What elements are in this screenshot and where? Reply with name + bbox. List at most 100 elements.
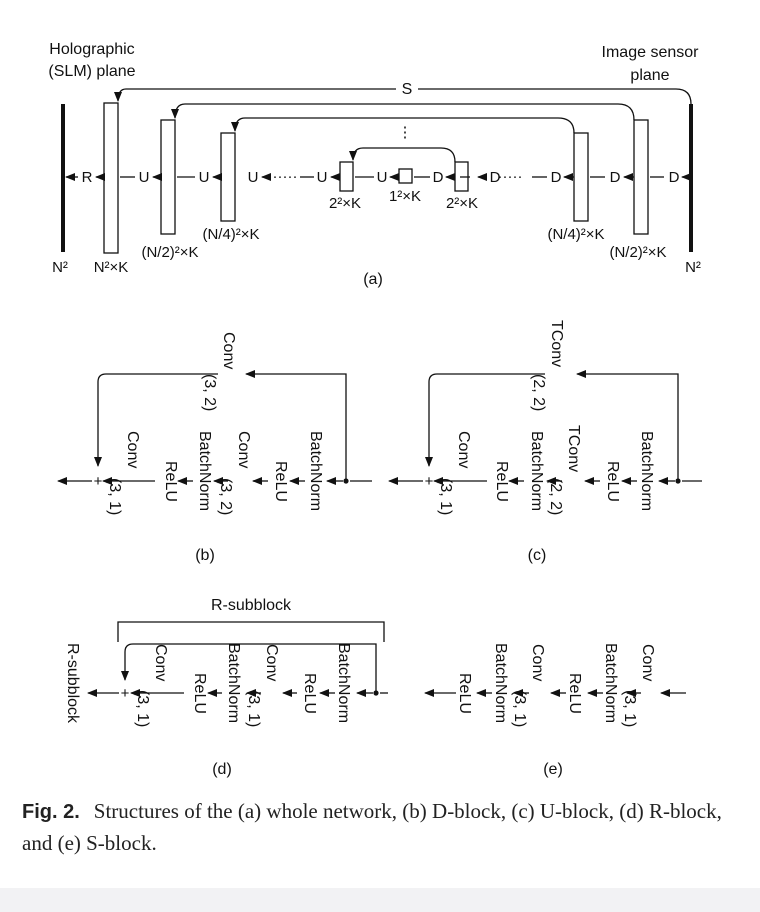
size-block-5: 1²×K (389, 188, 421, 205)
stack-b-5: ReLU (272, 461, 289, 502)
size-block-7: (N/4)²×K (547, 226, 604, 243)
stack-b-6: BatchNorm (307, 431, 324, 511)
letter-u-2: U (199, 169, 210, 186)
stack-c-4b: (2, 2) (547, 478, 564, 515)
skip-path-b-left (94, 373, 218, 467)
bracket-d (117, 621, 385, 642)
size-block-8: (N/2)²×K (609, 244, 666, 261)
letter-d-1: D (433, 169, 444, 186)
block-rect-n4-right (573, 132, 589, 222)
figure-caption-label: Fig. 2. (22, 801, 80, 823)
skip-label-b-2: (3, 2) (201, 374, 218, 411)
size-block-1: N²×K (94, 259, 129, 276)
chain-letters: R U U U U U D D D D D (82, 169, 680, 186)
size-block-4: 2²×K (329, 195, 361, 212)
stack-b-4a: Conv (235, 431, 252, 468)
skip-level-1 (171, 103, 635, 121)
size-block-2: (N/2)²×K (141, 244, 198, 261)
stack-d-1b: (3, 1) (134, 690, 151, 727)
stack-b-2: ReLU (162, 461, 179, 502)
side-label-d: R-subblock (64, 643, 81, 724)
skip-inner (349, 147, 456, 163)
plus-d: + (121, 685, 130, 702)
skip-label-c-1: TConv (548, 320, 565, 367)
slm-plane-label-2: (SLM) plane (48, 63, 135, 80)
stack-c-1a: Conv (455, 431, 472, 468)
letter-r: R (82, 169, 93, 186)
dots-right: ····· (498, 168, 523, 185)
letter-u-1: U (139, 169, 150, 186)
letter-d-2: D (490, 169, 501, 186)
junction-dot-c (675, 478, 681, 484)
skip-path-b-right (245, 370, 347, 481)
stack-d-5: ReLU (301, 673, 318, 714)
stack-e-3b: (3, 1) (511, 690, 528, 727)
stack-c-3: BatchNorm (528, 431, 545, 511)
letter-u-3: U (248, 169, 259, 186)
stack-d-4b: (3, 1) (245, 690, 262, 727)
block-rect-n2 (103, 102, 119, 254)
stack-b-4b: (3, 2) (217, 478, 234, 515)
stack-b-1b: (3, 1) (106, 478, 123, 515)
plus-c: + (425, 473, 434, 490)
panel-c: TConv (2, 2) + Conv (3, 1) ReLU BatchNor… (388, 320, 702, 564)
block-rect-n2-half (160, 119, 176, 235)
stack-c-4a: TConv (565, 425, 582, 472)
figure-caption-text: Structures of the (a) whole network, (b)… (22, 799, 722, 855)
panel-a: Holographic (SLM) plane Image sensor pla… (48, 41, 700, 288)
stack-e-5: BatchNorm (602, 643, 619, 723)
size-block-6: 2²×K (446, 195, 478, 212)
skip-s-right (418, 88, 692, 105)
stack-d-3: BatchNorm (225, 643, 242, 723)
caption-c: (c) (528, 547, 547, 564)
stack-c-2: ReLU (493, 461, 510, 502)
letter-d-3: D (551, 169, 562, 186)
network-structure-figure: Holographic (SLM) plane Image sensor pla… (48, 41, 702, 778)
block-rect-1x1 (398, 168, 413, 184)
letter-u-5: U (377, 169, 388, 186)
letter-d-4: D (610, 169, 621, 186)
stack-d-6: BatchNorm (335, 643, 352, 723)
stack-b-3: BatchNorm (196, 431, 213, 511)
stack-c-1b: (3, 1) (437, 478, 454, 515)
stack-e-2: BatchNorm (492, 643, 509, 723)
stack-e-3a: Conv (529, 644, 546, 681)
stack-e-6b: (3, 1) (621, 690, 638, 727)
skip-s-label: S (402, 81, 413, 98)
skip-label-c-2: (2, 2) (530, 374, 547, 411)
skip-level-2 (231, 117, 575, 134)
stack-b-1a: Conv (124, 431, 141, 468)
footer-strip (0, 888, 760, 912)
size-right-plane: N² (685, 259, 701, 276)
block-rect-n4 (220, 132, 236, 222)
stack-d-2: ReLU (191, 673, 208, 714)
sensor-plane-label-2: plane (630, 67, 669, 84)
caption-d: (d) (212, 761, 232, 778)
junction-dot-d (373, 690, 379, 696)
sensor-plane-label-1: Image sensor (602, 44, 700, 61)
slm-plane-label-1: Holographic (49, 41, 134, 58)
panel-b: Conv (3, 2) + Conv (3, 1) ReLU BatchNorm… (57, 332, 372, 564)
figure-caption: Fig. 2. Structures of the (a) whole netwo… (22, 796, 742, 859)
stack-d-4a: Conv (263, 644, 280, 681)
stack-c-5: ReLU (604, 461, 621, 502)
size-left-plane: N² (52, 259, 68, 276)
panel-e: ReLU BatchNorm Conv (3, 1) ReLU BatchNor… (424, 643, 686, 778)
vertical-dots: ⋮ (398, 124, 413, 141)
stack-c-6: BatchNorm (638, 431, 655, 511)
letter-u-4: U (317, 169, 328, 186)
caption-e: (e) (543, 761, 563, 778)
skip-path-c-right (576, 370, 679, 481)
skip-s-left (114, 88, 396, 102)
block-rect-2x2-left (339, 161, 354, 192)
block-rect-n2-half-right (633, 119, 649, 235)
size-labels: N² N² N²×K (N/2)²×K (N/4)²×K 2²×K 1²×K 2… (52, 188, 701, 276)
stack-e-4: ReLU (566, 673, 583, 714)
skip-path-c-left (425, 373, 545, 467)
plus-b: + (94, 473, 103, 490)
skip-label-b-1: Conv (220, 332, 237, 369)
bracket-label-d: R-subblock (211, 597, 292, 614)
stack-e-1: ReLU (456, 673, 473, 714)
dots-left: ····· (273, 168, 298, 185)
size-block-3: (N/4)²×K (202, 226, 259, 243)
